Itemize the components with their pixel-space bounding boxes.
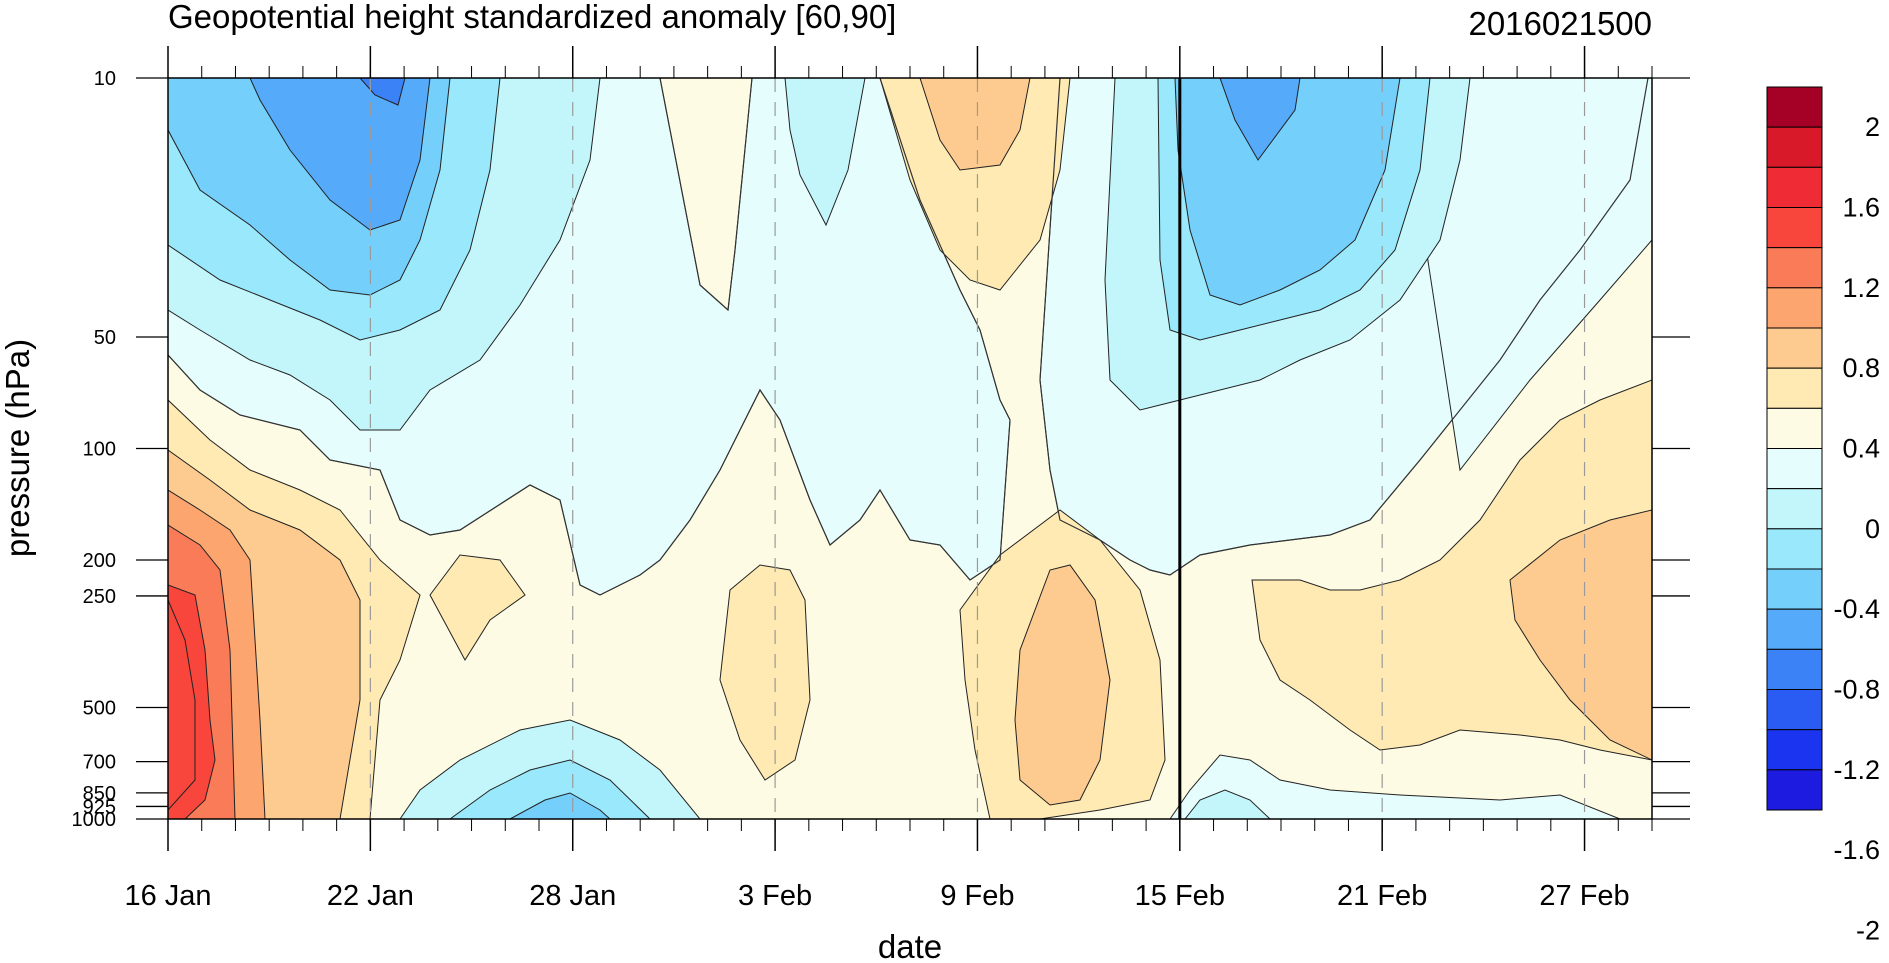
contour-neg-bottom-right: [1169, 754, 1621, 819]
x-tick-label: 27 Feb: [1539, 880, 1629, 912]
x-tick-label: 16 Jan: [124, 880, 211, 912]
colorbar-swatch: [1766, 407, 1823, 450]
x-tick-label: 28 Jan: [529, 880, 616, 912]
colorbar-swatch: [1766, 367, 1823, 409]
y-tick-label: 200: [83, 550, 116, 572]
contour-pos24-left: [168, 599, 196, 811]
colorbar-swatch: [1766, 568, 1823, 610]
contour-neg08-bottom: [449, 759, 651, 819]
colorbar-label: -2: [1856, 916, 1880, 946]
contour-pos04-top: [879, 78, 1071, 291]
chart-right-title: 2016021500: [1468, 5, 1652, 42]
x-axis: 16 Jan 22 Jan 28 Jan 3 Feb 9 Feb 15 Feb 21 Feb…: [124, 46, 1653, 912]
colorbar-label: -1.2: [1833, 755, 1880, 785]
contour-pos08-top: [919, 78, 1031, 171]
colorbar-label: 0.4: [1842, 434, 1880, 464]
colorbar-label: 1.2: [1842, 273, 1880, 303]
x-tick-label: 21 Feb: [1337, 880, 1427, 912]
colorbar-swatch: [1766, 126, 1823, 168]
contour-neg12-right: [1174, 78, 1401, 306]
contour-pos08-core: [1014, 564, 1111, 806]
contour-lines: [168, 78, 1649, 596]
colorbar-swatch: [1766, 488, 1823, 530]
y-tick-label: 10: [94, 68, 116, 90]
colorbar-label: 0.8: [1842, 353, 1880, 383]
x-tick-label: 15 Feb: [1135, 880, 1225, 912]
colorbar-swatch: [1766, 769, 1823, 811]
colorbar: 2 1.6 1.2 0.8 0.4 0 -0.4 -0.8 -1.2 -1.6 -2: [1766, 86, 1880, 946]
x-tick-label: 3 Feb: [738, 880, 812, 912]
x-tick-label: 22 Jan: [327, 880, 414, 912]
colorbar-swatch: [1766, 689, 1823, 731]
y-tick-label: 500: [83, 697, 116, 719]
x-tick-label: 9 Feb: [940, 880, 1014, 912]
colorbar-swatch: [1766, 166, 1823, 208]
contour-pos04-blob: [429, 554, 526, 661]
contour-line-zero-mid: [599, 78, 1011, 596]
y-tick-label: 925: [83, 796, 116, 818]
colorbar-swatch: [1766, 729, 1823, 771]
y-tick-label: 1000: [72, 809, 117, 831]
contour-field: [168, 78, 1652, 819]
contour-pos08-right: [1509, 509, 1652, 761]
contour-neg16-right: [1219, 78, 1301, 161]
colorbar-label: -1.6: [1833, 835, 1880, 865]
colorbar-label: -0.8: [1833, 675, 1880, 705]
colorbar-swatch: [1766, 448, 1823, 490]
y-tick-label: 850: [83, 783, 116, 805]
contour-line-zero-right: [1039, 78, 1649, 576]
colorbar-swatch: [1766, 327, 1823, 369]
y-tick-label: 700: [83, 752, 116, 774]
colorbar-label: -0.4: [1833, 594, 1880, 624]
colorbar-swatch: [1766, 247, 1823, 289]
contour-line-feb-tongue: [659, 78, 753, 312]
colorbar-label: 0: [1865, 514, 1880, 544]
contour-line-zero-left: [168, 354, 601, 596]
contour-neg04-feb: [784, 78, 866, 227]
x-axis-label: date: [878, 928, 942, 963]
colorbar-swatch: [1766, 86, 1823, 128]
y-axis-label: pressure (hPa): [0, 339, 36, 557]
colorbar-swatch: [1766, 528, 1823, 570]
contour-neg04-bottom-right: [1184, 789, 1271, 819]
colorbar-swatch: [1766, 287, 1823, 329]
colorbar-swatch: [1766, 648, 1823, 690]
colorbar-label: 2: [1865, 112, 1880, 142]
y-tick-label: 250: [83, 586, 116, 608]
colorbar-swatch: [1766, 608, 1823, 650]
y-tick-label: 100: [83, 439, 116, 461]
y-tick-label: 50: [94, 327, 116, 349]
colorbar-label: 1.6: [1842, 193, 1880, 223]
contour-neg12-bottom: [509, 792, 611, 819]
contour-neg-band-right-lower: [1399, 78, 1652, 472]
colorbar-swatch: [1766, 207, 1823, 249]
chart-title: Geopotential height standardized anomaly…: [168, 0, 896, 35]
